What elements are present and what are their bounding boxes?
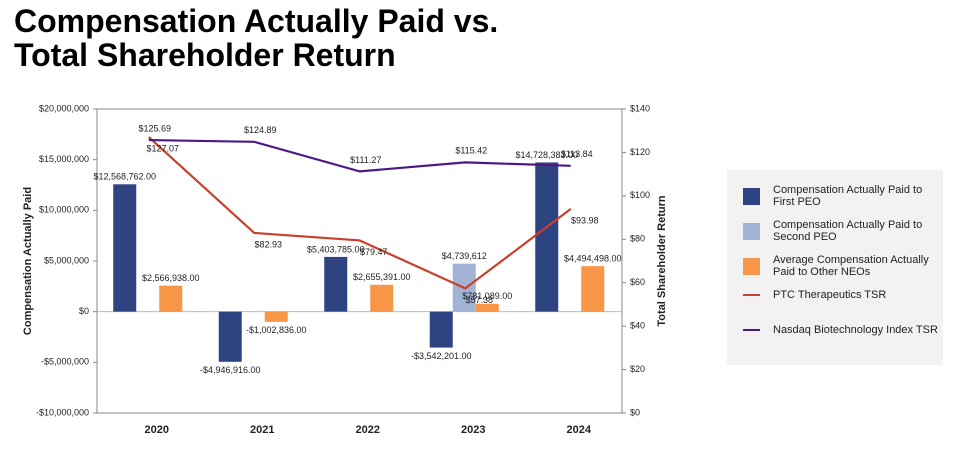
legend-item: Average Compensation Actually Paid to Ot…	[743, 254, 938, 278]
data-label: $93.98	[571, 215, 599, 225]
bar	[159, 285, 183, 312]
legend-item: PTC Therapeutics TSR	[743, 289, 938, 301]
legend-item: Nasdaq Biotechnology Index TSR	[743, 324, 938, 336]
data-label: $113.84	[561, 149, 593, 159]
data-label: $4,739,612	[442, 251, 487, 261]
data-label: $5,403,785.00	[307, 244, 365, 254]
y-tick-label: $10,000,000	[39, 205, 89, 215]
y2-tick-label: $60	[630, 277, 645, 287]
x-tick-label: 2021	[250, 424, 274, 436]
bar	[535, 162, 559, 312]
data-label: $4,494,498.00	[564, 253, 622, 263]
chart-title: Compensation Actually Paid vs. Total Sha…	[14, 3, 499, 73]
data-label: $79.47	[360, 247, 388, 257]
data-label: $781,089.00	[462, 291, 512, 301]
y-tick-label: $5,000,000	[44, 255, 89, 265]
bar	[113, 184, 137, 312]
bar	[475, 303, 499, 312]
legend-swatch	[743, 222, 760, 240]
y2-tick-label: $80	[630, 234, 645, 244]
bar	[429, 311, 453, 348]
line-series	[148, 138, 571, 173]
line-series	[148, 136, 572, 290]
data-label: $82.93	[254, 239, 282, 249]
legend-label: Compensation Actually Paid to First PEO	[773, 184, 923, 208]
legend-item: Compensation Actually Paid to Second PEO	[743, 219, 938, 243]
legend-label: Average Compensation Actually Paid to Ot…	[773, 254, 929, 278]
legend-swatch	[743, 257, 760, 275]
bar	[324, 256, 348, 312]
y2-axis-label: Total Shareholder Return	[656, 195, 668, 326]
data-label: $115.42	[455, 146, 487, 156]
x-tick-label: 2022	[356, 424, 380, 436]
data-label: -$1,002,836.00	[246, 325, 307, 335]
bar	[581, 266, 605, 312]
x-tick-label: 2024	[567, 424, 592, 436]
y2-tick-label: $40	[630, 321, 645, 331]
legend-label: PTC Therapeutics TSR	[773, 289, 887, 301]
y-tick-label: $20,000,000	[39, 103, 89, 113]
y-axis-label: Compensation Actually Paid	[22, 187, 34, 335]
y-tick-label: -$5,000,000	[41, 357, 89, 367]
legend-swatch	[743, 329, 760, 331]
y2-tick-label: $140	[630, 103, 650, 113]
y-tick-label: $15,000,000	[39, 154, 89, 164]
data-label: $124.89	[244, 125, 277, 135]
data-label: $2,655,391.00	[353, 272, 411, 282]
data-label: $111.27	[350, 155, 381, 165]
legend-swatch	[743, 294, 760, 296]
data-label: -$3,542,201.00	[411, 351, 472, 361]
bar	[264, 311, 288, 322]
y-tick-label: -$10,000,000	[36, 407, 89, 417]
data-label: -$4,946,916.00	[200, 365, 261, 375]
x-tick-label: 2023	[461, 424, 485, 436]
data-label: $14,728,383.00	[515, 150, 578, 160]
bar	[218, 311, 242, 362]
y2-tick-label: $100	[630, 190, 650, 200]
x-tick-label: 2020	[145, 424, 169, 436]
data-label: $12,568,762.00	[93, 172, 156, 182]
legend-swatch	[743, 187, 760, 205]
data-label: $127.07	[146, 143, 179, 153]
data-label: $125.69	[138, 123, 171, 133]
y-tick-label: $0	[79, 306, 89, 316]
data-label: $57.38	[465, 295, 493, 305]
data-label: $2,566,938.00	[142, 273, 200, 283]
legend-label: Nasdaq Biotechnology Index TSR	[773, 324, 938, 336]
y2-tick-label: $20	[630, 364, 645, 374]
legend-item: Compensation Actually Paid to First PEO	[743, 184, 938, 208]
legend-label: Compensation Actually Paid to Second PEO	[773, 219, 923, 243]
y2-tick-label: $120	[630, 147, 650, 157]
legend: Compensation Actually Paid to First PEO C…	[727, 170, 943, 365]
y2-tick-label: $0	[630, 407, 640, 417]
bar	[370, 284, 394, 312]
